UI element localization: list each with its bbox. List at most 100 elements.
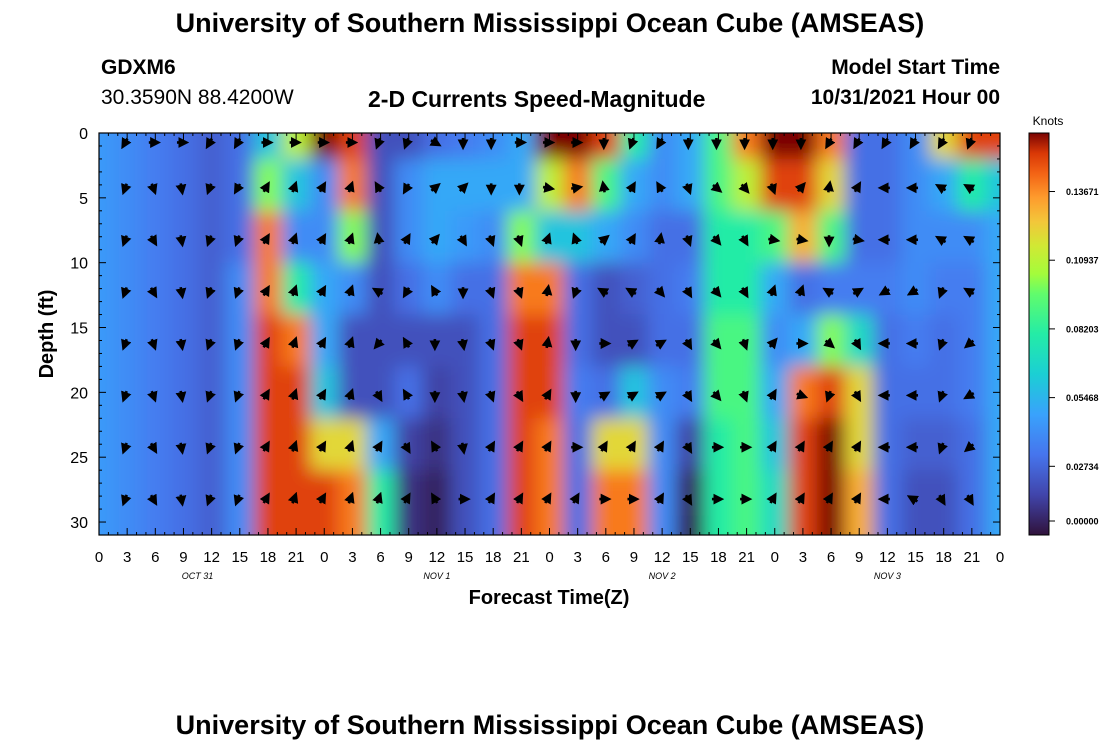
heatmap-cell — [732, 314, 762, 368]
current-arrow — [822, 492, 833, 505]
heatmap-cell — [338, 470, 368, 517]
current-arrow — [457, 390, 468, 404]
page-title: University of Southern Mississippi Ocean… — [175, 8, 925, 38]
x-tick-label: 15 — [907, 549, 924, 566]
current-arrow — [315, 233, 327, 246]
x-tick-label: 12 — [429, 549, 446, 566]
current-arrow — [121, 494, 132, 507]
heatmap-cell — [450, 418, 480, 471]
current-arrow — [935, 493, 946, 506]
heatmap-cell — [422, 366, 452, 419]
x-tick-label: 0 — [320, 549, 328, 566]
heatmap-cell — [141, 210, 170, 264]
heatmap-cell — [873, 314, 903, 368]
heatmap-cell — [816, 262, 846, 316]
current-arrow — [627, 137, 639, 150]
heatmap-cell — [563, 515, 593, 535]
x-tick-label: 18 — [260, 549, 277, 566]
current-arrow — [653, 492, 665, 505]
current-arrow — [681, 441, 693, 454]
current-arrow — [315, 440, 327, 453]
current-arrow — [147, 441, 158, 454]
colorbar-title: Knots — [1033, 114, 1064, 128]
heatmap-cell — [507, 366, 537, 419]
current-arrow — [541, 440, 552, 453]
heatmap-cell — [648, 262, 677, 316]
current-arrow — [374, 181, 385, 194]
heatmap-cell — [99, 470, 114, 517]
heatmap-cell — [816, 158, 846, 212]
heatmap-cell — [676, 262, 705, 316]
heatmap-cell — [141, 418, 170, 471]
heatmap-cell — [507, 210, 537, 264]
heatmap-cell — [99, 366, 114, 419]
current-arrow — [147, 338, 158, 351]
current-arrow — [656, 181, 667, 194]
heatmap-cell — [929, 158, 959, 212]
heatmap-cell — [479, 262, 508, 316]
y-tick-label: 30 — [70, 515, 88, 532]
current-speed-chart: 0 3 6 9 12 15 18 21 0 3 6 9 12 15 18 21 0 3 6 9 12 15 18 21 0 3 6 9… — [36, 114, 1099, 609]
current-arrow — [766, 284, 777, 297]
current-arrow — [430, 492, 442, 505]
current-arrow — [625, 181, 636, 194]
heatmap-cell — [591, 314, 621, 368]
heatmap-cell — [619, 470, 649, 517]
current-arrow — [625, 287, 638, 298]
current-arrow — [373, 232, 385, 245]
heatmap-cell — [563, 210, 593, 264]
date-label: NOV 1 — [423, 571, 450, 581]
current-arrow — [344, 491, 355, 504]
current-arrow — [768, 233, 781, 245]
heatmap-cell — [366, 158, 396, 212]
current-arrow — [121, 286, 132, 299]
heatmap-cell — [929, 470, 959, 517]
heatmap-cell — [704, 210, 734, 264]
current-arrow — [484, 338, 496, 351]
heatmap-cell — [394, 418, 424, 471]
x-tick-label: 15 — [457, 549, 474, 566]
heatmap-cell — [676, 418, 705, 471]
heatmap-cell — [113, 515, 142, 535]
heatmap-cell — [901, 418, 931, 471]
heatmap-cell — [338, 515, 368, 535]
current-arrow — [315, 181, 327, 194]
heatmap-cell — [845, 314, 874, 368]
current-arrow — [428, 182, 441, 195]
heatmap-cell — [366, 210, 396, 264]
current-arrow — [233, 286, 244, 299]
x-tick-label: 18 — [710, 549, 727, 566]
x-tick-label: 12 — [654, 549, 671, 566]
heatmap-cell — [929, 210, 959, 264]
heatmap-cell — [141, 314, 170, 368]
heatmap-cell — [985, 262, 1000, 316]
current-arrow — [233, 494, 244, 507]
current-arrow — [147, 286, 158, 299]
heatmap-cell — [563, 366, 593, 419]
colorbar-tick-label: 0.05468 — [1066, 393, 1099, 403]
heatmap-cell — [732, 210, 762, 264]
x-tick-label: 6 — [827, 549, 835, 566]
heatmap-cell — [507, 158, 537, 212]
current-arrow — [205, 183, 216, 196]
current-arrow — [597, 234, 610, 246]
heatmap-cell — [732, 418, 762, 471]
current-arrow — [233, 338, 244, 351]
current-arrow — [571, 232, 582, 245]
heatmap-cell — [563, 158, 593, 212]
heatmap-cell — [732, 366, 762, 419]
heatmap-cell — [169, 515, 199, 535]
x-tick-label: 21 — [288, 549, 305, 566]
current-arrow — [794, 492, 805, 505]
heatmap-cell — [704, 158, 734, 212]
current-arrow — [851, 287, 864, 298]
heatmap-cell — [873, 418, 903, 471]
current-arrow — [287, 336, 299, 349]
current-arrow — [287, 439, 299, 453]
heatmap-cell — [563, 418, 593, 471]
current-arrow — [513, 234, 524, 248]
current-arrow — [682, 183, 693, 196]
current-arrow — [626, 339, 639, 350]
heatmap-cell — [113, 470, 142, 517]
current-arrow — [850, 181, 862, 194]
